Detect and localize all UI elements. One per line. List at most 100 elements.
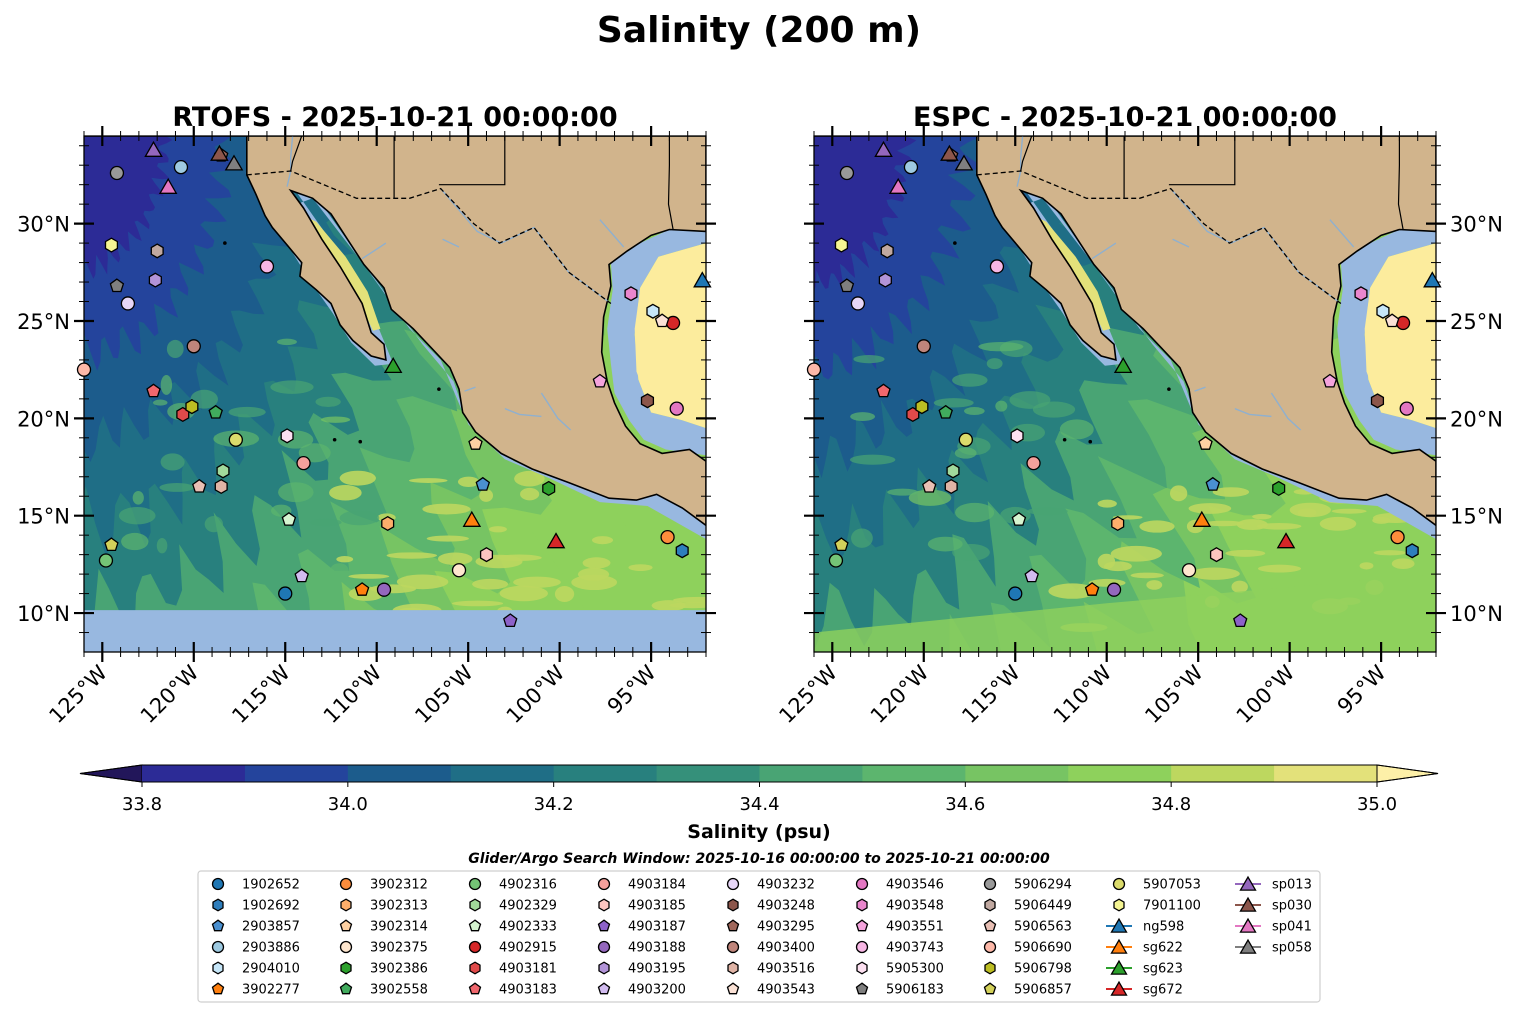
legend-label: 4903551 [886, 920, 944, 935]
legend-item-5905300: 5905300 [856, 961, 944, 977]
marker-5906690 [806, 362, 822, 377]
colorbar-segment [759, 765, 863, 782]
marker-3902277 [1084, 582, 1100, 596]
legend-label: 1902652 [242, 878, 300, 893]
marker-ng598 [1423, 271, 1442, 288]
legend-label: sp013 [1272, 878, 1312, 893]
legend-label: 7901100 [1143, 899, 1201, 914]
colorbar-tick-label: 34.6 [945, 794, 985, 815]
marker-sp041 [158, 177, 178, 194]
legend-item-4903548: 4903548 [856, 898, 944, 914]
legend-label: sp030 [1272, 899, 1312, 914]
marker-4903546 [1399, 401, 1414, 416]
lon-tick-label: 115°W [227, 660, 295, 728]
colorbar-tick-label: 34.0 [328, 794, 368, 815]
legend-label: 4903543 [757, 983, 815, 998]
legend-label: 3902375 [370, 941, 428, 956]
lat-tick-label: 20°N [1450, 407, 1503, 431]
marker-4903187 [503, 613, 518, 628]
colorbar-segment [862, 765, 966, 782]
legend-label: 3902314 [370, 920, 428, 935]
legend-item-5906294: 5906294 [983, 878, 1072, 893]
marker-3902558 [938, 404, 953, 419]
lon-tick-label: 95°W [1333, 660, 1391, 718]
legend-label: 4902316 [499, 878, 557, 893]
panel-title: RTOFS - 2025-10-21 00:00:00 [172, 102, 617, 133]
legend-item-3902558: 3902558 [339, 982, 428, 998]
colorbar-segment [244, 765, 349, 782]
colorbar-segment [1068, 765, 1172, 782]
marker-4903248 [640, 393, 655, 409]
marker-4903195 [148, 272, 162, 288]
legend-item-sg623: sg623 [1106, 959, 1183, 977]
marker-4903516 [944, 478, 958, 495]
legend-item-2904010: 2904010 [212, 961, 300, 977]
legend-label: sp058 [1272, 941, 1312, 956]
marker-4903551 [592, 373, 608, 388]
lon-tick-label: 125°W [44, 660, 112, 728]
lon-tick-label: 120°W [866, 660, 934, 728]
legend-label: sg623 [1143, 962, 1183, 977]
colorbar-segment [142, 765, 246, 782]
legend-item-sg622: sg622 [1106, 938, 1183, 956]
marker-5906294 [839, 165, 855, 181]
legend-item-4903400: 4903400 [726, 941, 815, 956]
map-panel-espc: 10°N 15°N 20°N 25°N 30°N 125°W 120°W 115°W 110°W… [774, 102, 1503, 728]
legend-item-4903516: 4903516 [727, 961, 815, 977]
lat-tick-label: 15°N [1450, 505, 1503, 529]
legend-label: 3902312 [370, 878, 428, 893]
marker-4902316 [828, 553, 844, 568]
lon-tick-label: 100°W [502, 660, 570, 728]
lat-tick-label: 10°N [17, 602, 70, 626]
marker-4903546 [669, 401, 684, 416]
legend-label: 4903183 [499, 983, 557, 998]
marker-4903548 [1354, 286, 1368, 302]
marker-2903886 [903, 160, 919, 175]
marker-3902313 [381, 515, 395, 532]
legend-item-3902312: 3902312 [339, 878, 428, 893]
legend-item-ng598: ng598 [1106, 917, 1184, 935]
colorbar-tick-label: 33.8 [122, 794, 162, 815]
legend-item-4902915: 4902915 [468, 941, 557, 956]
legend-item-4903543: 4903543 [726, 982, 815, 998]
legend-item-4903185: 4903185 [598, 898, 686, 914]
legend-item-4903187: 4903187 [597, 919, 686, 935]
legend-item-2903857: 2903857 [211, 919, 300, 935]
marker-sg622 [462, 510, 482, 527]
marker-2904010 [1376, 303, 1390, 319]
colorbar-tick-label: 34.8 [1151, 794, 1191, 815]
marker-7901100 [104, 237, 119, 253]
legend-item-4903546: 4903546 [855, 878, 944, 893]
legend-item-5906857: 5906857 [983, 982, 1072, 998]
legend-label: 4903200 [628, 983, 686, 998]
legend: 1902652 1902692 2903857 2903886 2904010 39022… [197, 870, 1321, 1003]
legend-label: sp041 [1272, 920, 1312, 935]
legend-label: 4902915 [499, 941, 557, 956]
marker-1902692 [675, 543, 689, 559]
marker-sp058 [224, 154, 244, 171]
legend-label: 4903248 [757, 899, 815, 914]
marker-4903400 [186, 339, 201, 354]
legend-label: 1902692 [242, 899, 300, 914]
marker-4903184 [296, 455, 311, 471]
legend-item-3902314: 3902314 [339, 919, 428, 935]
legend-item-2903886: 2903886 [211, 941, 300, 956]
marker-4903543 [1384, 313, 1400, 328]
marker-5907053 [228, 432, 243, 447]
marker-5905300 [1010, 428, 1024, 444]
marker-7901100 [834, 237, 849, 253]
marker-3902375 [1181, 563, 1197, 578]
marker-3902314 [468, 435, 483, 450]
marker-3902312 [1390, 529, 1405, 545]
marker-4903743 [989, 259, 1005, 274]
marker-4902329 [946, 463, 960, 479]
legend-label: 4903516 [757, 962, 815, 977]
marker-5906563 [922, 478, 937, 493]
marker-4903187 [1233, 613, 1248, 628]
colorbar-segment [656, 765, 760, 782]
lat-tick-label: 30°N [1450, 213, 1503, 237]
marker-4903248 [1370, 393, 1385, 409]
legend-item-4903232: 4903232 [726, 878, 815, 893]
legend-item-4902333: 4902333 [468, 919, 557, 935]
colorbar-tick-label: 35.0 [1357, 794, 1397, 815]
